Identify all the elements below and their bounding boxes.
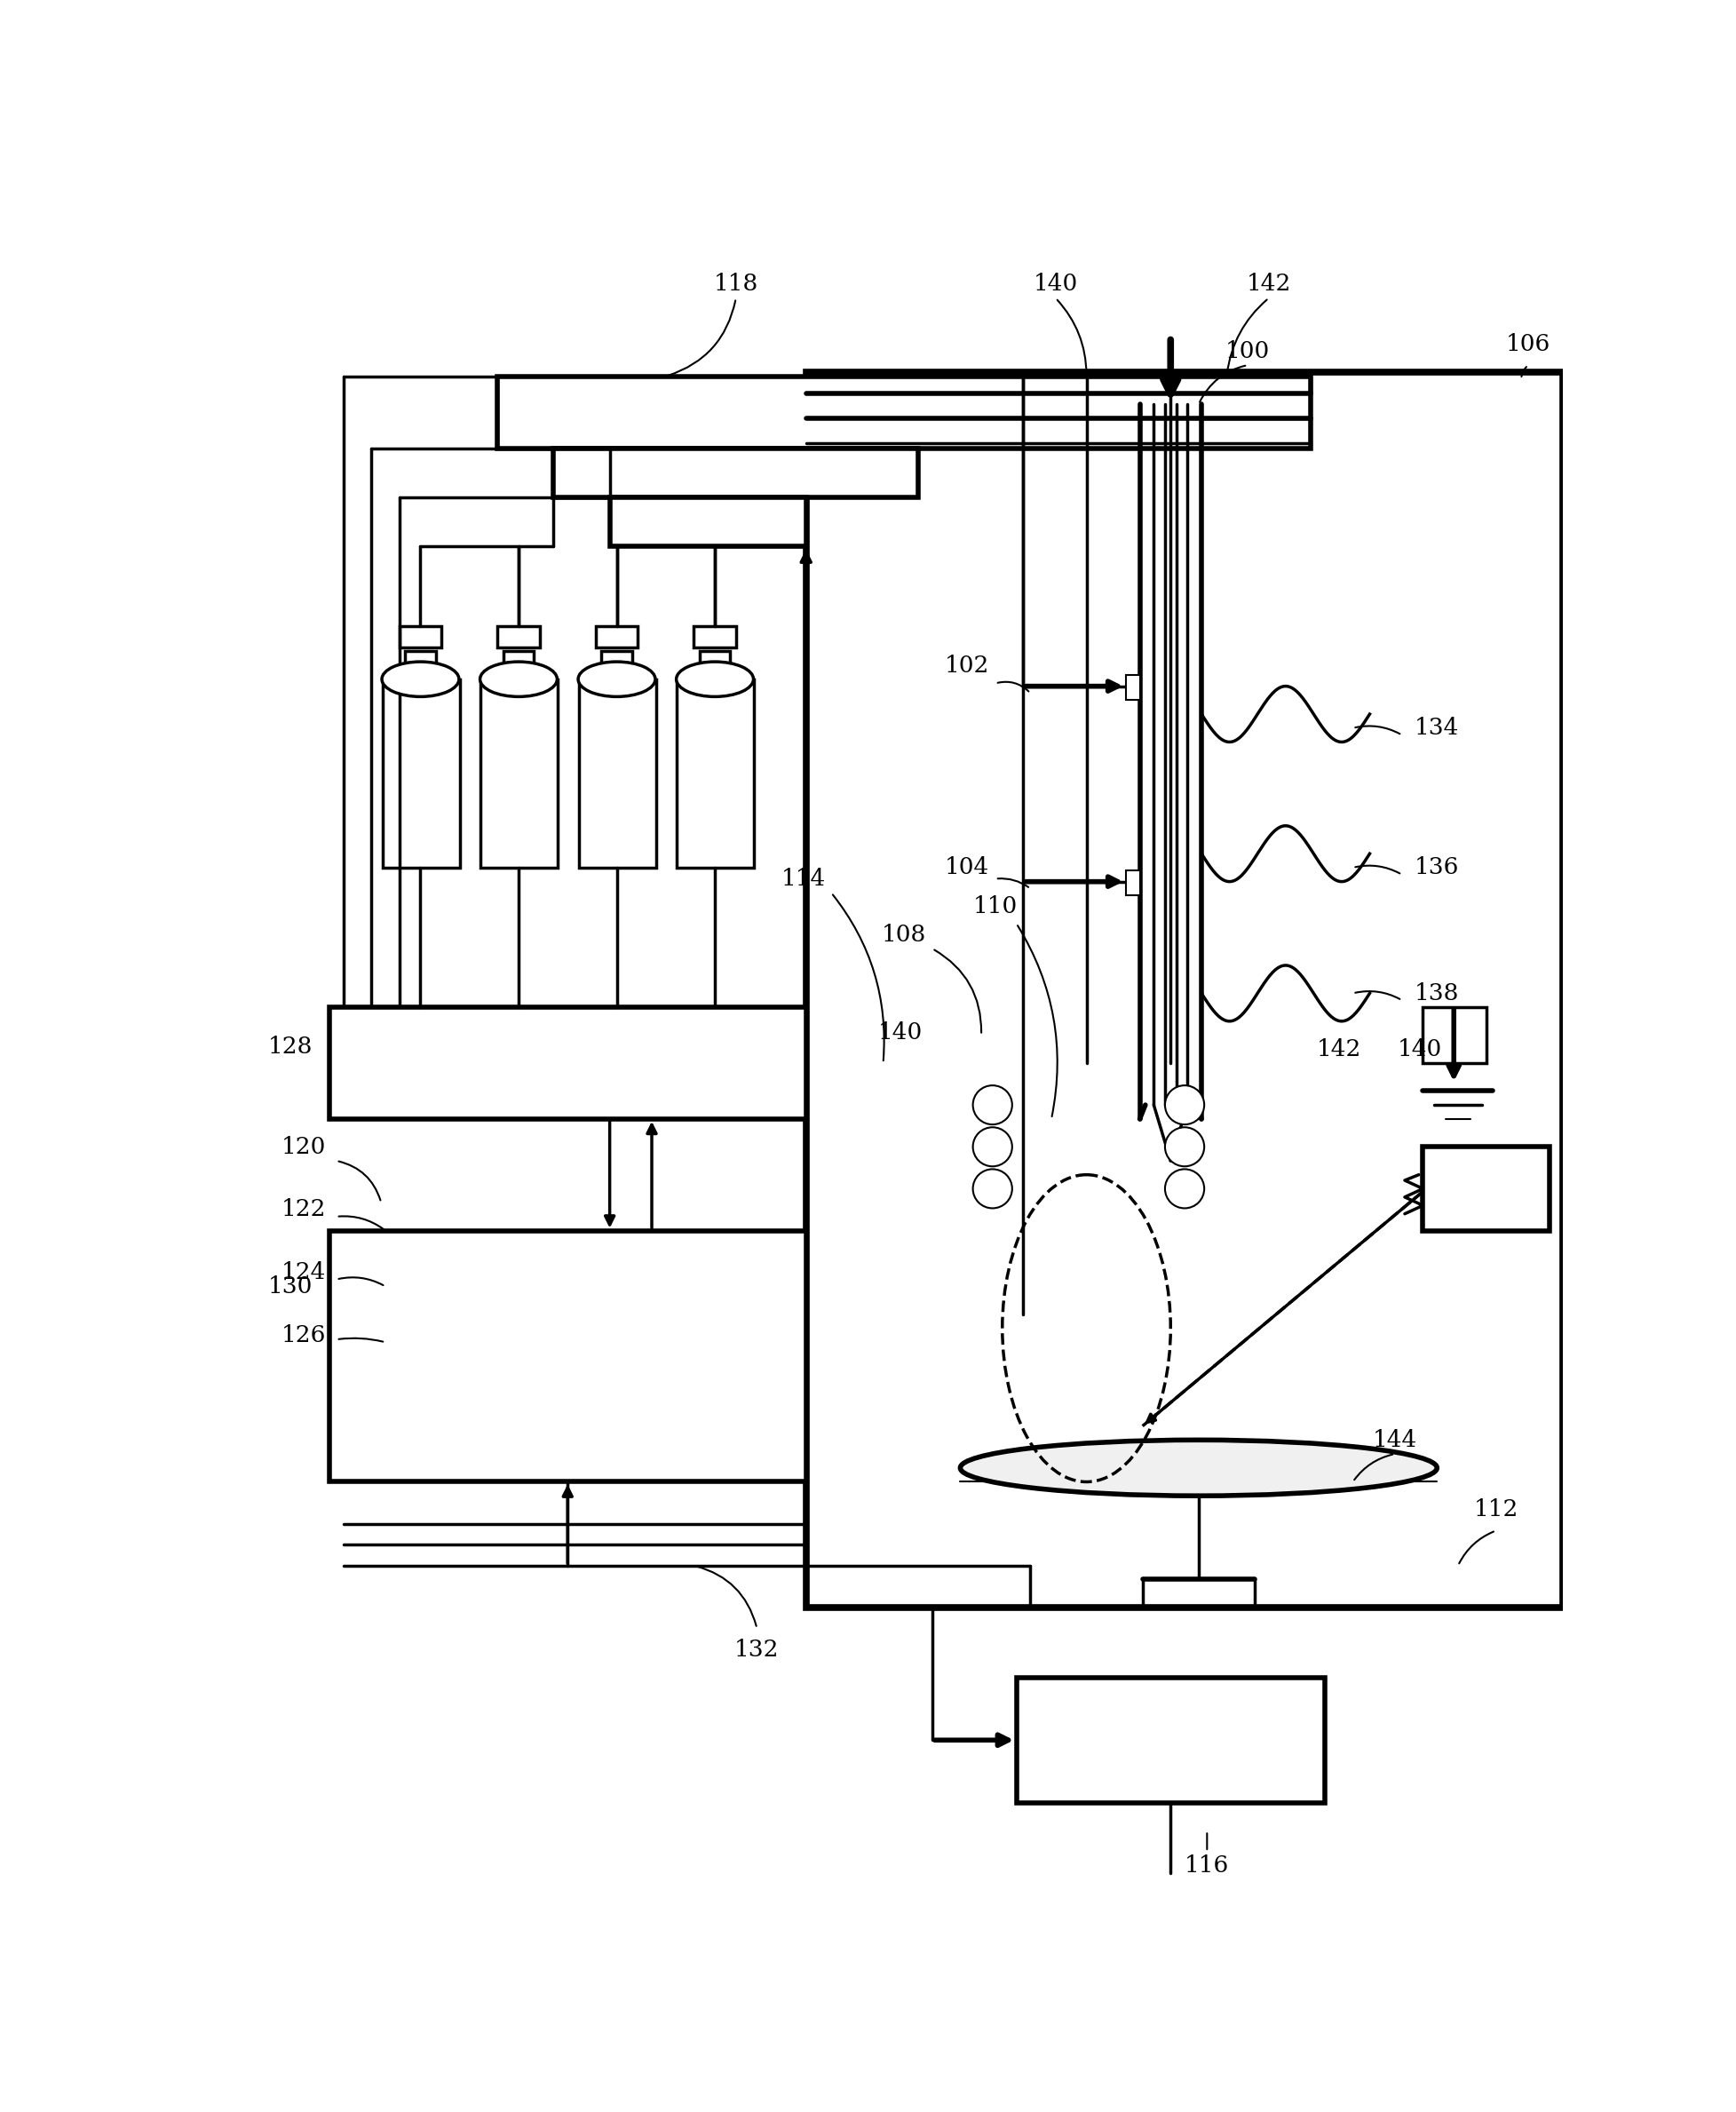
Bar — [496, 625, 540, 646]
Bar — [1125, 870, 1139, 895]
Ellipse shape — [675, 661, 753, 697]
Circle shape — [972, 1128, 1012, 1166]
Text: 122: 122 — [281, 1198, 326, 1221]
Text: 114: 114 — [781, 868, 825, 889]
Circle shape — [972, 1086, 1012, 1124]
Bar — [330, 1007, 806, 1119]
Bar — [399, 625, 441, 646]
Bar — [578, 680, 656, 868]
Bar — [554, 450, 918, 498]
Text: 138: 138 — [1413, 982, 1458, 1005]
Circle shape — [1165, 1086, 1203, 1124]
Bar — [1422, 1147, 1549, 1231]
Bar — [700, 650, 729, 680]
Text: 130: 130 — [267, 1276, 312, 1297]
Ellipse shape — [479, 661, 557, 697]
Text: 108: 108 — [882, 923, 925, 946]
Text: 116: 116 — [1184, 1854, 1229, 1878]
Bar — [1016, 1677, 1325, 1804]
Bar — [601, 650, 632, 680]
Bar — [330, 1231, 806, 1483]
Ellipse shape — [960, 1440, 1436, 1495]
Text: 144: 144 — [1371, 1430, 1417, 1451]
Circle shape — [1165, 1170, 1203, 1208]
Bar — [595, 625, 637, 646]
Circle shape — [1165, 1128, 1203, 1166]
Bar — [806, 372, 1562, 1607]
Bar — [609, 498, 806, 547]
Bar — [503, 650, 533, 680]
Text: 142: 142 — [1316, 1037, 1361, 1060]
Text: 112: 112 — [1472, 1500, 1517, 1521]
Text: 140: 140 — [1033, 272, 1078, 296]
Text: 136: 136 — [1413, 857, 1458, 879]
Bar — [404, 650, 436, 680]
Text: 134: 134 — [1413, 716, 1458, 739]
Bar — [693, 625, 736, 646]
Ellipse shape — [382, 661, 458, 697]
Bar — [677, 680, 753, 868]
Text: 126: 126 — [281, 1324, 326, 1345]
Text: 100: 100 — [1226, 340, 1269, 363]
Ellipse shape — [578, 661, 654, 697]
Bar — [481, 680, 557, 868]
Bar — [382, 680, 460, 868]
Bar — [1125, 676, 1139, 701]
Text: 104: 104 — [944, 857, 990, 879]
Text: 124: 124 — [281, 1261, 326, 1284]
Text: 120: 120 — [281, 1136, 326, 1157]
Text: 132: 132 — [734, 1639, 779, 1660]
Circle shape — [972, 1170, 1012, 1208]
Bar — [1422, 1007, 1486, 1062]
Text: 128: 128 — [267, 1035, 312, 1058]
Text: 118: 118 — [713, 272, 759, 296]
Text: 140: 140 — [1397, 1037, 1443, 1060]
Bar — [496, 376, 1311, 450]
Text: 142: 142 — [1246, 272, 1290, 296]
Text: 102: 102 — [944, 655, 990, 676]
Text: 140: 140 — [877, 1022, 922, 1043]
Text: 106: 106 — [1505, 334, 1550, 355]
Text: 110: 110 — [972, 895, 1017, 919]
